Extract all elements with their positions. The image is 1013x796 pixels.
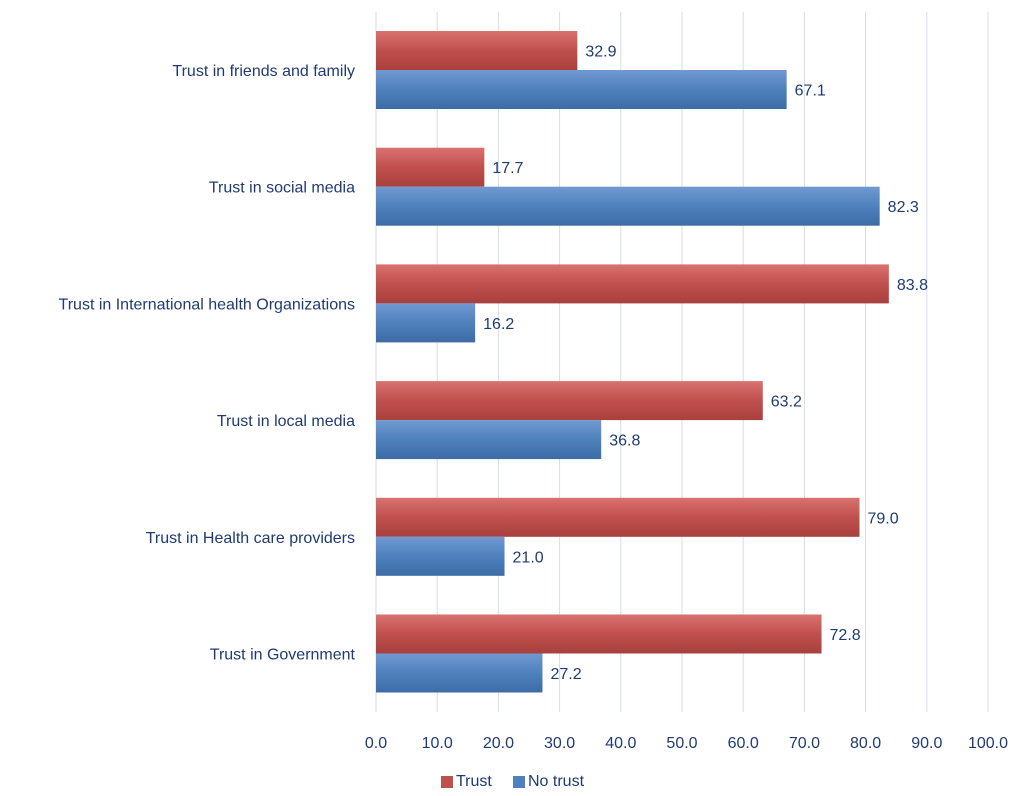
bars [376, 31, 889, 693]
data-label-trust: 79.0 [867, 510, 898, 527]
legend-swatch-trust [441, 776, 453, 788]
data-label-no-trust: 27.2 [550, 666, 581, 683]
legend-swatch-no-trust [513, 776, 525, 788]
x-tick-label: 60.0 [728, 735, 759, 752]
data-label-no-trust: 16.2 [483, 316, 514, 333]
x-tick-label: 100.0 [968, 735, 1008, 752]
data-label-trust: 17.7 [492, 160, 523, 177]
legend-label-no-trust: No trust [528, 773, 585, 790]
x-tick-label: 80.0 [850, 735, 881, 752]
bar-no-trust [376, 186, 880, 226]
data-label-trust: 32.9 [585, 44, 616, 61]
data-label-trust: 83.8 [897, 277, 928, 294]
data-label-no-trust: 82.3 [888, 199, 919, 216]
bar-trust [376, 147, 485, 187]
x-tick-label: 0.0 [365, 735, 387, 752]
bar-no-trust [376, 420, 602, 460]
legend: Trust No trust [441, 773, 585, 790]
category-label: Trust in friends and family [172, 63, 355, 80]
x-tick-label: 70.0 [789, 735, 820, 752]
x-tick-label: 40.0 [605, 735, 636, 752]
legend-label-trust: Trust [456, 773, 492, 790]
x-tick-label: 50.0 [666, 735, 697, 752]
gridlines [375, 12, 989, 712]
category-label: Trust in Health care providers [146, 530, 355, 547]
bar-trust [376, 497, 860, 537]
data-label-trust: 72.8 [830, 627, 861, 644]
x-tick-label: 10.0 [422, 735, 453, 752]
category-label: Trust in local media [217, 413, 355, 430]
data-labels: 32.9 67.1 17.7 82.3 83.8 16.2 63.2 36.8 79.0 21.0… [483, 44, 928, 684]
data-label-trust: 63.2 [771, 394, 802, 411]
bar-trust [376, 264, 889, 304]
category-label: Trust in Government [210, 647, 356, 664]
data-label-no-trust: 67.1 [795, 83, 826, 100]
data-label-no-trust: 21.0 [513, 549, 544, 566]
category-labels: Trust in friends and family Trust in soci… [59, 63, 356, 664]
x-axis-tick-labels: 0.0 10.0 20.0 30.0 40.0 50.0 60.0 70.0 80.0 90.0 1… [365, 735, 1008, 752]
x-tick-label: 90.0 [911, 735, 942, 752]
data-label-no-trust: 36.8 [609, 433, 640, 450]
x-tick-label: 20.0 [483, 735, 514, 752]
x-tick-label: 30.0 [544, 735, 575, 752]
bar-trust [376, 614, 822, 654]
bar-trust [376, 31, 578, 70]
bar-no-trust [376, 70, 787, 109]
bar-trust [376, 381, 763, 421]
bar-no-trust [376, 653, 543, 693]
bar-no-trust [376, 536, 505, 576]
bar-no-trust [376, 303, 476, 343]
category-label: Trust in social media [209, 180, 355, 197]
category-label: Trust in International health Organizati… [59, 296, 355, 313]
